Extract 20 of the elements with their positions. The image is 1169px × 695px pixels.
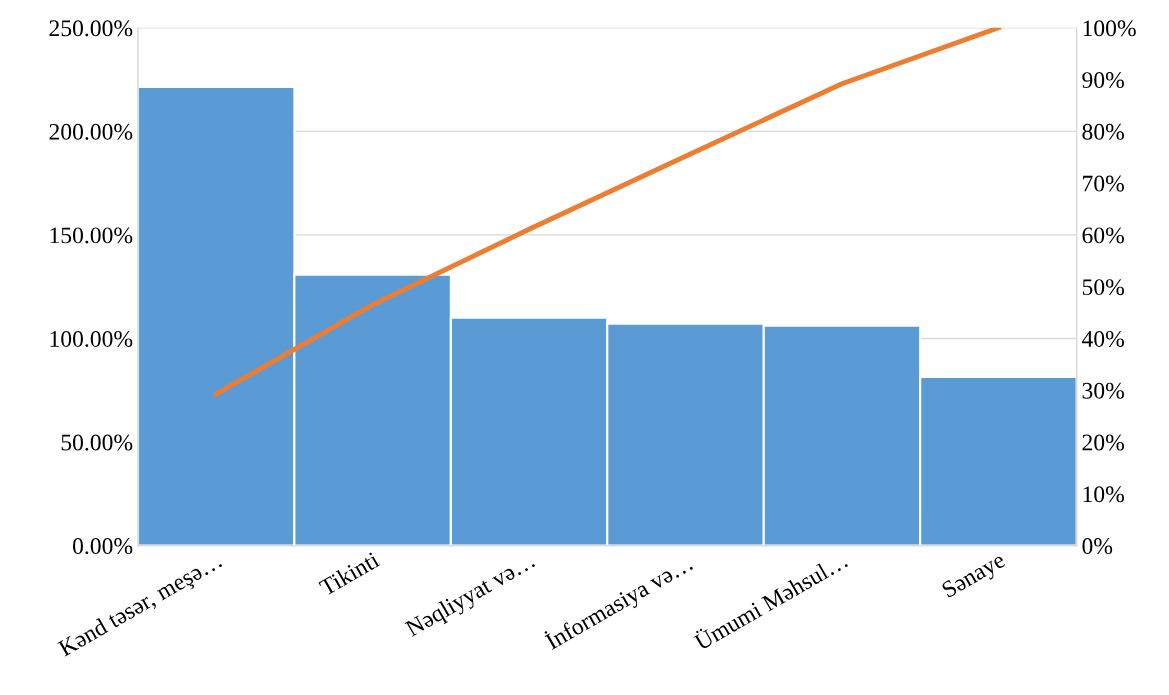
y2-tick-label: 80%	[1082, 123, 1124, 140]
y2-tick-label: 90%	[1082, 72, 1124, 89]
y-tick-label: 50.00%	[61, 434, 133, 451]
y2-tick-label: 20%	[1082, 434, 1124, 451]
y2-tick-label: 40%	[1081, 330, 1124, 347]
y2-tick-label: 100%	[1083, 20, 1136, 37]
y2-tick-label: 10%	[1083, 486, 1124, 503]
y-tick-label: 150.00%	[50, 227, 133, 244]
y2-tick-label: 30%	[1082, 382, 1124, 399]
y-tick-label: 100.00%	[50, 330, 133, 347]
y2-tick-label: 60%	[1082, 227, 1124, 244]
line-series	[213, 27, 1001, 397]
y2-tick-label: 0%	[1082, 538, 1113, 555]
y-tick-label: 0.00%	[72, 538, 133, 555]
y-tick-label: 200.00%	[49, 123, 133, 140]
x-tick-label: Sənaye	[941, 551, 1009, 603]
y2-tick-label: 70%	[1083, 175, 1124, 192]
y2-tick-label: 50%	[1082, 279, 1124, 296]
y-tick-label: 250.00%	[49, 20, 133, 37]
x-tick-label: Kənd təsər, meşə…	[57, 563, 223, 657]
